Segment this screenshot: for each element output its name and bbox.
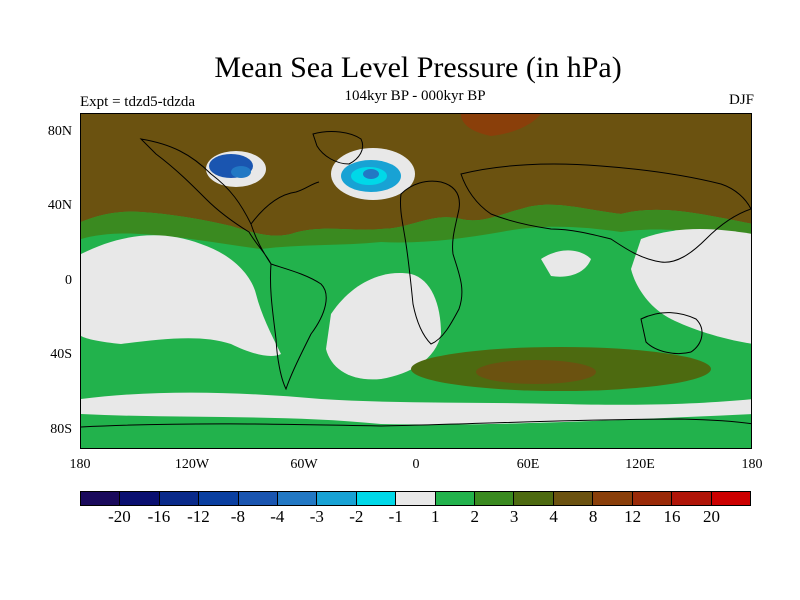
- colorbar-cell: [514, 492, 554, 505]
- colorbar-cell: [711, 492, 750, 505]
- map-subtitle: 104kyr BP - 000kyr BP: [344, 88, 486, 104]
- colorbar-label: 2: [470, 507, 479, 526]
- season-label: DJF: [728, 92, 754, 108]
- x-tick-60w: 60W: [290, 457, 318, 472]
- colorbar-cell: [593, 492, 633, 505]
- colorbar-cell: [317, 492, 357, 505]
- colorbar: [80, 491, 751, 506]
- coast-antarctica: [81, 418, 751, 428]
- colorbar-cell: [396, 492, 436, 505]
- colorbar-label: -12: [187, 507, 210, 526]
- pressure-anomaly-map: [80, 113, 752, 449]
- y-tick-40n: 40N: [47, 198, 72, 213]
- colorbar-label: -4: [270, 507, 285, 526]
- colorbar-label: 4: [549, 507, 558, 526]
- colorbar-cell: [238, 492, 279, 505]
- x-tick-0: 0: [412, 457, 420, 472]
- field-hudson-lightblue: [231, 166, 251, 178]
- colorbar-label: 12: [624, 507, 642, 526]
- y-tick-80n: 80N: [47, 124, 72, 139]
- colorbar-label: -20: [108, 507, 131, 526]
- colorbar-cell: [278, 492, 318, 505]
- field-antarctic-green: [81, 414, 751, 448]
- colorbar-label: -1: [388, 507, 403, 526]
- x-tick-180w: 180: [69, 457, 91, 472]
- map-title: Mean Sea Level Pressure (in hPa): [214, 51, 622, 84]
- x-tick-120e: 120E: [625, 457, 655, 472]
- colorbar-cell: [81, 492, 121, 505]
- field-arctic-rust: [461, 114, 541, 136]
- colorbar-cell: [120, 492, 160, 505]
- colorbar-label: -3: [309, 507, 324, 526]
- coastlines: [81, 131, 751, 428]
- x-tick-60e: 60E: [516, 457, 540, 472]
- coast-europe-africa: [400, 180, 463, 345]
- x-tick-120w: 120W: [174, 457, 210, 472]
- colorbar-label: 8: [588, 507, 598, 526]
- field-arabian-white: [541, 250, 591, 277]
- colorbar-cell: [672, 492, 712, 505]
- colorbar-cell: [159, 492, 200, 505]
- y-tick-0: 0: [65, 273, 72, 288]
- colorbar-label: -2: [349, 507, 364, 526]
- field-southern-brown: [476, 360, 596, 384]
- x-tick-180e: 180: [741, 457, 763, 472]
- coast-eurasia: [460, 163, 751, 263]
- experiment-label: Expt = tdzd5-tdzda: [80, 94, 196, 110]
- colorbar-label: -16: [147, 507, 171, 526]
- colorbar-cell: [435, 492, 476, 505]
- y-tick-80s: 80S: [50, 422, 72, 437]
- y-tick-40s: 40S: [50, 347, 72, 362]
- coast-greenland: [312, 131, 364, 165]
- colorbar-label: 3: [509, 507, 519, 526]
- map-svg: [81, 114, 751, 448]
- colorbar-label: 1: [430, 507, 440, 526]
- field-pacific-white: [81, 235, 281, 356]
- colorbar-cell: [199, 492, 239, 505]
- colorbar-label: 16: [663, 507, 681, 526]
- colorbar-label: 20: [703, 507, 721, 526]
- colorbar-label: -8: [230, 507, 245, 526]
- coast-south-america: [269, 263, 327, 391]
- colorbar-cell: [475, 492, 515, 505]
- colorbar-cell: [553, 492, 594, 505]
- colorbar-cell: [632, 492, 673, 505]
- coast-australia: [640, 312, 703, 355]
- field-north-darkgreen: [81, 204, 751, 249]
- coast-north-america-east: [250, 181, 320, 225]
- colorbar-cell: [356, 492, 397, 505]
- field-greenland-core: [363, 169, 379, 179]
- field-westpacific-white: [631, 229, 751, 344]
- field-north-brown: [81, 114, 751, 236]
